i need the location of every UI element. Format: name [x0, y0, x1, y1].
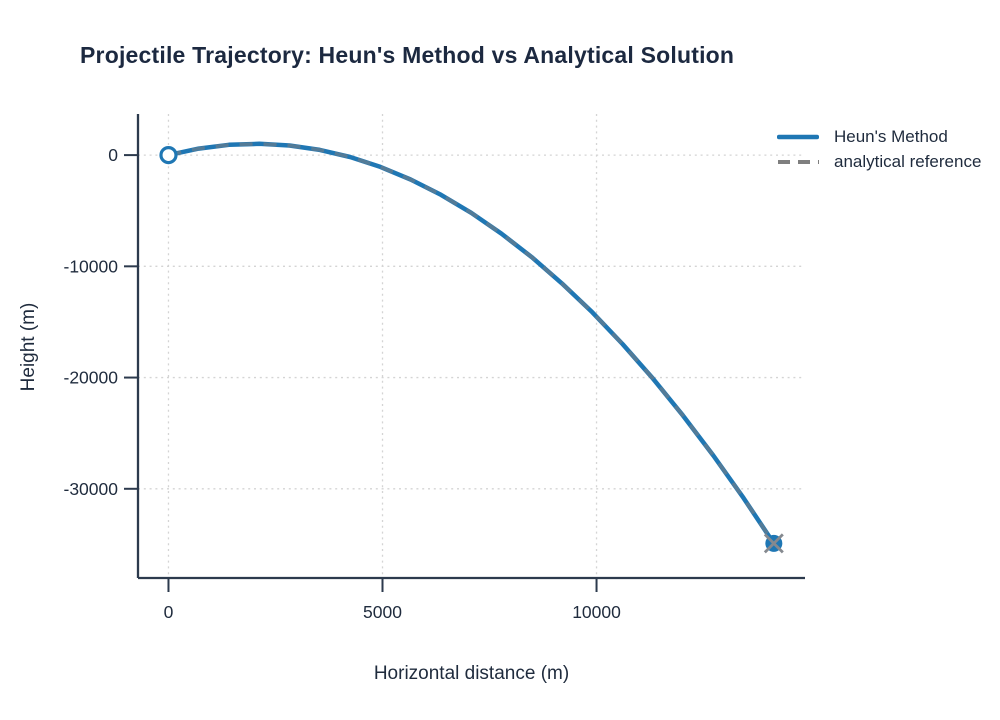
y-tick-label: 0: [108, 145, 118, 165]
x-tick-label: 10000: [572, 602, 621, 622]
series-analytical-line: [168, 142, 776, 545]
legend-label-heun: Heun's Method: [834, 126, 948, 146]
legend-solid-line-swatch: [777, 134, 819, 139]
legend-label-analytical: analytical reference: [834, 151, 982, 171]
chart-title: Projectile Trajectory: Heun's Method vs …: [80, 42, 735, 68]
y-tick-label: -20000: [64, 368, 119, 388]
gridlines: [138, 114, 805, 578]
marker-launch-point: [159, 145, 178, 165]
y-tick-label: -30000: [64, 479, 119, 499]
marker-impact-point-analytical: [763, 533, 784, 554]
x-cross-stroke: [763, 533, 784, 554]
series-heun-line: [166, 141, 777, 546]
legend: Heun's Method analytical reference: [777, 124, 981, 174]
y-axis-title: Height (m): [18, 302, 39, 392]
y-tick-label: -10000: [64, 256, 119, 276]
x-tick-label: 5000: [363, 602, 402, 622]
axes: [136, 114, 805, 580]
legend-dashed-line-swatch: [778, 159, 819, 164]
x-tick-label: 0: [164, 602, 174, 622]
legend-entry-heun: Heun's Method: [777, 124, 981, 149]
x-axis-title: Horizontal distance (m): [373, 663, 570, 684]
ticks-and-labels: 0 -10000 -20000 -30000 0 5000 10000: [64, 145, 622, 622]
legend-entry-analytical: analytical reference: [777, 149, 981, 174]
